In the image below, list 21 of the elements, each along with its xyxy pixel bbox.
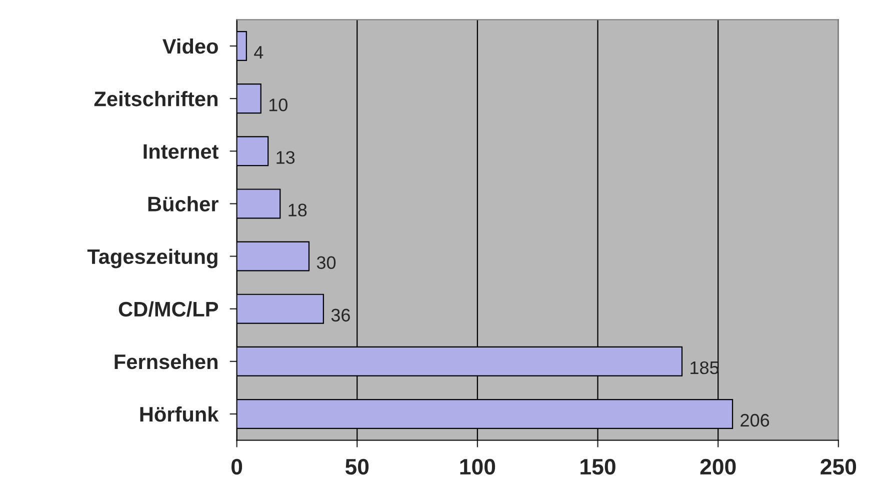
data-label: 18 bbox=[288, 204, 307, 216]
data-label: 30 bbox=[316, 256, 336, 269]
x-tick-label: 50 bbox=[345, 458, 369, 475]
y-tick-label: Internet bbox=[144, 144, 218, 159]
y-tick-label: Video bbox=[162, 38, 218, 54]
x-tick-label: 100 bbox=[460, 458, 496, 475]
y-tick-label: Bücher bbox=[148, 196, 218, 212]
y-tick-label: Zeitschriften bbox=[94, 91, 218, 106]
y-tick-label: Tageszeitung bbox=[87, 248, 218, 268]
data-label: 36 bbox=[331, 308, 350, 322]
data-label: 206 bbox=[740, 414, 770, 427]
x-tick-label: 150 bbox=[580, 458, 616, 475]
y-tick-label: Fernsehen bbox=[114, 354, 218, 370]
x-tick-label: 200 bbox=[700, 458, 736, 475]
data-label: 10 bbox=[269, 98, 288, 112]
x-tick-label: 0 bbox=[231, 458, 242, 475]
y-tick-label: CD/MC/LP bbox=[118, 301, 218, 317]
data-label: 13 bbox=[276, 151, 295, 164]
data-label: 4 bbox=[254, 46, 264, 59]
y-tick-label: Hörfunk bbox=[140, 406, 219, 422]
x-tick-label: 250 bbox=[820, 458, 856, 475]
